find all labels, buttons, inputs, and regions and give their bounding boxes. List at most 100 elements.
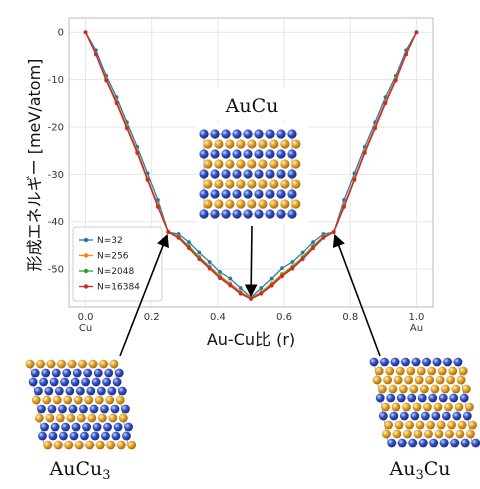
au-atom [236,159,246,169]
series-point [93,52,98,57]
au-atom [31,395,41,405]
series-point [331,230,336,235]
series-point [414,30,419,35]
cu-atom [254,149,264,159]
au-atom [372,375,382,385]
cu-atom [375,393,385,403]
cu-atom [107,386,117,396]
cu-atom [276,189,286,199]
au-atom [269,139,279,149]
series-point [280,266,284,271]
cu-atom [33,386,43,396]
cu-atom [54,386,64,396]
au-atom [55,413,65,423]
cu-atom [254,129,264,139]
cu-atom [428,393,438,403]
au-atom [461,384,471,394]
cu-atom [432,357,442,367]
cu-atom [38,431,47,441]
legend-swatch-marker [83,253,89,258]
au-atom [393,375,403,385]
au-atom [409,384,419,394]
au-atom [402,402,411,412]
cu-atom [276,149,286,159]
au-atom [426,420,435,430]
cu-atom [111,431,121,441]
cu-atom [39,377,49,387]
cu-atom [429,438,439,448]
au-atom [87,413,97,423]
cu-atom [287,129,297,139]
cu-atom [113,422,123,432]
series-point [311,240,315,244]
cu-atom [60,377,70,387]
cu-atom [459,393,469,403]
au-atom [415,420,425,430]
series-point [145,178,150,182]
series-point [207,260,212,264]
cu-atom [418,438,428,448]
cu-atom [243,129,253,139]
au-atom [388,384,398,394]
series-point [404,52,409,57]
cu-atom [431,411,441,421]
au-atom [384,420,393,430]
au-atom [247,139,257,149]
legend-label: N=256 [97,252,129,262]
y-tick-label: 0 [58,28,64,39]
cu-atom [102,377,112,387]
au-atom [99,359,108,369]
cu-atom [243,149,253,159]
cu-atom [71,422,81,432]
au-atom [85,440,95,450]
cu-atom [117,386,127,396]
cu-atom [114,368,124,378]
cu-atom [92,422,102,432]
au-atom [214,199,224,209]
au-atom [430,384,440,394]
series-point [197,257,202,262]
au-atom [63,395,73,405]
cu-atom [81,377,91,387]
au-atom [247,199,257,209]
cu-atom [210,129,220,139]
au-atom [374,366,384,376]
cu-atom [407,393,417,403]
cu-atom [401,357,410,367]
cu-atom [399,411,409,421]
au-atom [458,366,468,376]
cu-atom [86,386,96,396]
au-atom [236,139,246,149]
cu-atom [103,422,112,432]
cu-atom [82,422,91,432]
legend-swatch-marker [83,284,89,289]
cu-atom [91,377,101,387]
cu-atom [199,189,209,199]
cu-atom [75,386,85,396]
cu-atom [287,189,297,199]
au-atom [214,139,224,149]
cu-atom [121,404,130,414]
au-atom [280,159,290,169]
au-atom [395,366,405,376]
series-point [207,266,212,271]
cu-atom [460,438,470,448]
cu-atom [28,377,38,387]
au-atom [105,395,115,405]
au-atom [46,359,56,369]
cu-atom [50,422,60,432]
au-atom [236,179,246,189]
cu-atom [265,169,275,179]
au-atom [447,420,456,430]
au-atom [258,179,268,189]
x-tick-label: 0.6 [276,312,292,323]
cu-atom [232,129,242,139]
cu-atom [397,438,407,448]
cu-atom [199,169,209,179]
au-atom [468,420,477,430]
cu-atom [61,422,70,432]
cu-atom [452,411,462,421]
cu-atom [410,411,420,421]
cu-atom [254,169,264,179]
series-point [259,286,264,290]
